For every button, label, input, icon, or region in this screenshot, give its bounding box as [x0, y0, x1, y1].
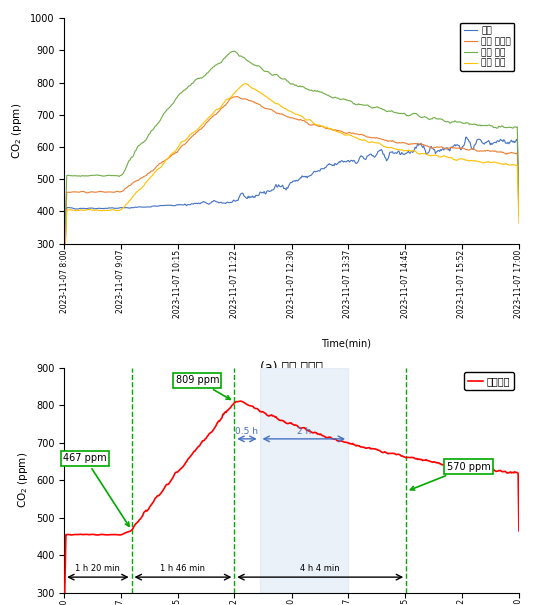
실내 출입문: [408, 140, 414, 148]
Legend: 평균농도: 평균농도: [464, 372, 514, 390]
평균농도: [337, 437, 343, 445]
Text: 1 h 20 min: 1 h 20 min: [75, 564, 120, 574]
실내 창측: [467, 157, 473, 165]
복도: [336, 158, 342, 165]
Text: 4 h 4 min: 4 h 4 min: [300, 564, 340, 574]
실내 창측: [454, 157, 461, 164]
실내 중앙: [467, 120, 473, 128]
평균농도: [516, 527, 522, 534]
복도: [61, 270, 67, 278]
Line: 실내 출입문: 실내 출입문: [64, 97, 519, 266]
실내 출입문: [234, 93, 240, 100]
복도: [407, 149, 414, 157]
Legend: 복도, 실내 출입문, 실내 중앙, 실내 창측: 복도, 실내 출입문, 실내 중앙, 실내 창측: [460, 22, 515, 71]
실내 출입문: [454, 145, 461, 152]
실내 출입문: [86, 189, 93, 196]
실내 출입문: [337, 127, 343, 134]
평균농도: [408, 454, 414, 461]
복도: [467, 139, 473, 146]
복도: [516, 202, 522, 209]
실내 창측: [86, 206, 93, 213]
실내 중앙: [516, 195, 522, 202]
실내 중앙: [61, 255, 67, 262]
Text: 809 ppm: 809 ppm: [175, 375, 230, 399]
Y-axis label: CO$_2$ (ppm): CO$_2$ (ppm): [17, 452, 30, 508]
Text: Time(min): Time(min): [321, 338, 371, 348]
실내 창측: [408, 148, 414, 155]
실내 출입문: [467, 146, 473, 153]
실내 창측: [242, 80, 249, 87]
실내 창측: [337, 129, 343, 136]
평균농도: [454, 462, 461, 469]
Text: 2 h: 2 h: [297, 427, 311, 436]
실내 중앙: [454, 119, 461, 126]
실내 중앙: [231, 48, 237, 55]
Y-axis label: CO$_2$ (ppm): CO$_2$ (ppm): [10, 103, 25, 159]
복도: [463, 134, 469, 141]
복도: [86, 204, 93, 212]
Line: 평균농도: 평균농도: [64, 401, 519, 605]
실내 중앙: [86, 172, 93, 179]
평균농도: [383, 449, 389, 456]
Text: 1 h 46 min: 1 h 46 min: [160, 564, 205, 574]
Text: (a) 전체 데이터: (a) 전체 데이터: [260, 361, 323, 374]
Bar: [259, 367, 348, 593]
실내 출입문: [516, 212, 522, 219]
Text: 0.5 h: 0.5 h: [235, 427, 258, 436]
실내 중앙: [383, 108, 389, 115]
실내 중앙: [408, 111, 414, 119]
복도: [453, 142, 460, 149]
Line: 복도: 복도: [64, 137, 519, 274]
Line: 실내 창측: 실내 창측: [64, 83, 519, 275]
실내 창측: [61, 272, 67, 279]
실내 중앙: [337, 96, 343, 103]
복도: [383, 154, 389, 162]
Line: 실내 중앙: 실내 중앙: [64, 51, 519, 258]
평균농도: [238, 397, 244, 405]
평균농도: [467, 463, 473, 471]
Text: 467 ppm: 467 ppm: [64, 453, 129, 526]
실내 창측: [516, 220, 522, 227]
실내 출입문: [383, 137, 389, 144]
실내 창측: [383, 144, 389, 151]
평균농도: [86, 531, 93, 538]
Text: 570 ppm: 570 ppm: [410, 462, 490, 490]
실내 출입문: [61, 263, 67, 270]
